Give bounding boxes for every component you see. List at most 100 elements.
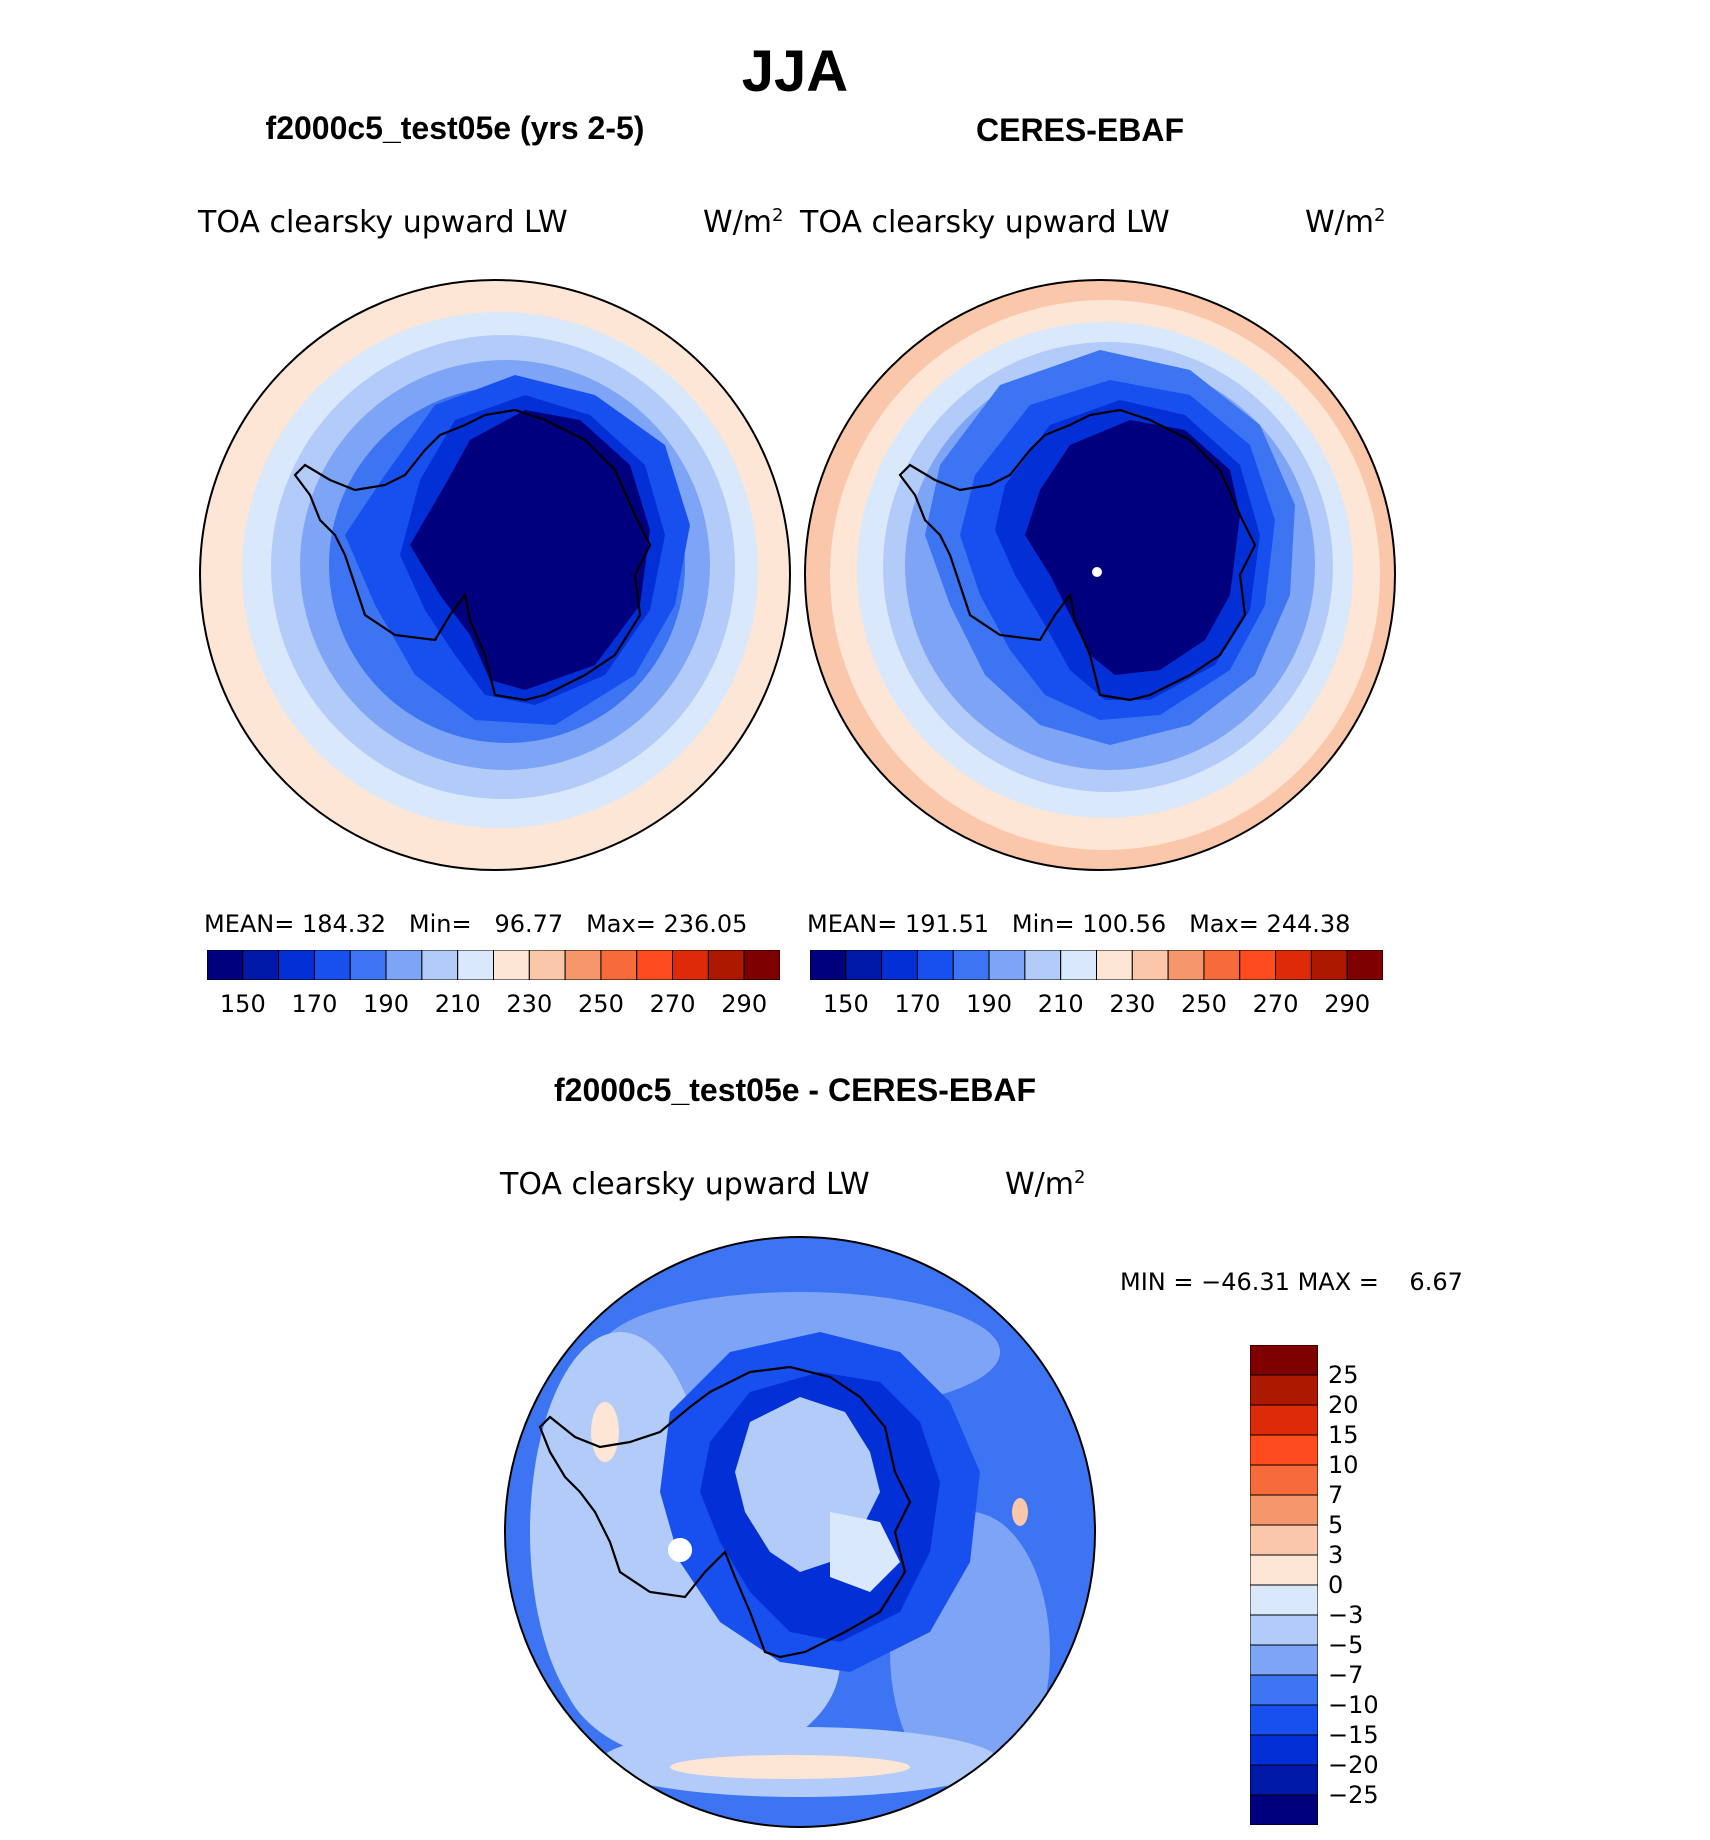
- colorbar-tick-label: 190: [363, 990, 409, 1018]
- diff-units: W/m2: [1005, 1167, 1086, 1202]
- colorbar-tick-label: 10: [1328, 1451, 1359, 1479]
- colorbar-swatch: [1249, 1404, 1319, 1436]
- colorbar-swatch: [1249, 1614, 1319, 1646]
- colorbar-tick-label: −7: [1328, 1661, 1364, 1689]
- obs-polar-map: [804, 279, 1396, 871]
- obs-panel-header: CERES-EBAF: [975, 112, 1184, 148]
- colorbar-tick-label: 250: [1181, 990, 1227, 1018]
- colorbar-tick-label: 270: [649, 990, 696, 1018]
- colorbar-swatch: [1249, 1494, 1319, 1526]
- colorbar-swatch: [1249, 1734, 1319, 1766]
- colorbar-tick-label: 15: [1328, 1421, 1359, 1449]
- colorbar-tick-label: 230: [1109, 990, 1156, 1018]
- colorbar-swatch: [916, 949, 954, 981]
- colorbar-tick-label: 210: [434, 990, 481, 1018]
- colorbar-swatch: [1249, 1644, 1319, 1676]
- colorbar-tick-label: 20: [1328, 1391, 1359, 1419]
- colorbar-tick-label: −20: [1328, 1751, 1379, 1779]
- obs-units: W/m2: [1305, 205, 1386, 240]
- colorbar-swatch: [313, 949, 351, 981]
- colorbar-swatch: [988, 949, 1026, 981]
- colorbar-swatch: [385, 949, 423, 981]
- colorbar-swatch: [1203, 949, 1241, 981]
- obs-field-label: TOA clearsky upward LW: [800, 205, 1170, 240]
- colorbar-swatch: [1249, 1794, 1319, 1826]
- colorbar-tick-label: −5: [1328, 1631, 1364, 1659]
- colorbar-swatch: [1239, 949, 1277, 981]
- obs-pole-missing-point: [1092, 567, 1102, 577]
- colorbar-swatch: [881, 949, 918, 981]
- colorbar-swatch: [1249, 1464, 1319, 1496]
- colorbar-tick-label: −25: [1328, 1781, 1379, 1809]
- colorbar-swatch: [564, 949, 602, 981]
- colorbar-tick-label: 230: [506, 990, 553, 1018]
- colorbar-swatch: [1249, 1704, 1319, 1736]
- diff-panel-header: f2000c5_test05e - CERES-EBAF: [554, 1072, 1036, 1108]
- colorbar-tick-label: 3: [1328, 1541, 1344, 1569]
- colorbar-swatch: [809, 949, 847, 981]
- colorbar-swatch: [1249, 1584, 1319, 1616]
- colorbar-swatch: [457, 949, 494, 981]
- model-polar-map: [199, 279, 791, 871]
- difference-polar-map: [504, 1236, 1096, 1828]
- model-field-label: TOA clearsky upward LW: [198, 205, 568, 240]
- colorbar-swatch: [1249, 1344, 1319, 1376]
- colorbar-swatch: [349, 949, 387, 981]
- colorbar-swatch: [242, 949, 280, 981]
- colorbar-swatch: [1249, 1434, 1319, 1466]
- difference-colorbar: [1249, 1344, 1319, 1826]
- colorbar-swatch: [1249, 1674, 1319, 1706]
- colorbar-swatch: [1024, 949, 1062, 981]
- model-colorbar-ticks: 150 170 190 210 230 250 270 290: [207, 990, 780, 1020]
- colorbar-tick-label: 270: [1252, 990, 1299, 1018]
- colorbar-swatch: [1249, 1374, 1319, 1406]
- colorbar-tick-label: 170: [894, 990, 941, 1018]
- colorbar-swatch: [743, 949, 781, 981]
- obs-coastline: [898, 408, 1257, 702]
- colorbar-tick-label: −3: [1328, 1601, 1364, 1629]
- colorbar-swatch: [1060, 949, 1097, 981]
- colorbar-swatch: [1131, 949, 1169, 981]
- obs-stats: MEAN= 191.51 Min= 100.56 Max= 244.38: [807, 910, 1351, 938]
- colorbar-swatch: [1346, 949, 1384, 981]
- colorbar-tick-label: 290: [721, 990, 768, 1018]
- diff-coastline: [538, 1365, 912, 1659]
- obs-colorbar-ticks: 150 170 190 210 230 250 270 290: [810, 990, 1383, 1020]
- colorbar-swatch: [206, 949, 244, 981]
- colorbar-tick-label: 150: [822, 990, 869, 1018]
- colorbar-tick-label: 25: [1328, 1361, 1359, 1389]
- colorbar-swatch: [1249, 1764, 1319, 1796]
- diff-minmax: MIN = −46.31 MAX = 6.67: [1120, 1268, 1463, 1296]
- model-stats: MEAN= 184.32 Min= 96.77 Max= 236.05: [204, 910, 748, 938]
- colorbar-swatch: [600, 949, 638, 981]
- difference-colorbar-ticks: 25 20 15 10 7 5 3 0 −3 −5 −7 −10 −15 −20 −25: [1328, 1345, 1418, 1825]
- model-colorbar: [206, 949, 781, 981]
- colorbar-tick-label: 210: [1037, 990, 1084, 1018]
- colorbar-swatch: [278, 949, 315, 981]
- colorbar-swatch: [952, 949, 990, 981]
- colorbar-tick-label: 170: [291, 990, 338, 1018]
- colorbar-swatch: [672, 949, 709, 981]
- model-coastline: [293, 408, 652, 702]
- colorbar-swatch: [1249, 1554, 1319, 1586]
- colorbar-tick-label: 150: [219, 990, 266, 1018]
- colorbar-swatch: [1310, 949, 1348, 981]
- colorbar-tick-label: −10: [1328, 1691, 1379, 1719]
- colorbar-tick-label: 250: [578, 990, 624, 1018]
- colorbar-tick-label: 0: [1328, 1571, 1344, 1599]
- colorbar-swatch: [493, 949, 530, 981]
- colorbar-swatch: [421, 949, 459, 981]
- colorbar-swatch: [707, 949, 745, 981]
- colorbar-swatch: [528, 949, 566, 981]
- diff-field-label: TOA clearsky upward LW: [500, 1167, 870, 1202]
- colorbar-swatch: [1249, 1524, 1319, 1556]
- obs-colorbar: [809, 949, 1384, 981]
- colorbar-tick-label: 7: [1328, 1481, 1344, 1509]
- colorbar-swatch: [845, 949, 883, 981]
- colorbar-tick-label: 290: [1324, 990, 1371, 1018]
- model-panel-header: f2000c5_test05e (yrs 2-5): [265, 110, 645, 146]
- colorbar-tick-label: −15: [1328, 1721, 1379, 1749]
- colorbar-tick-label: 190: [966, 990, 1012, 1018]
- colorbar-swatch: [636, 949, 674, 981]
